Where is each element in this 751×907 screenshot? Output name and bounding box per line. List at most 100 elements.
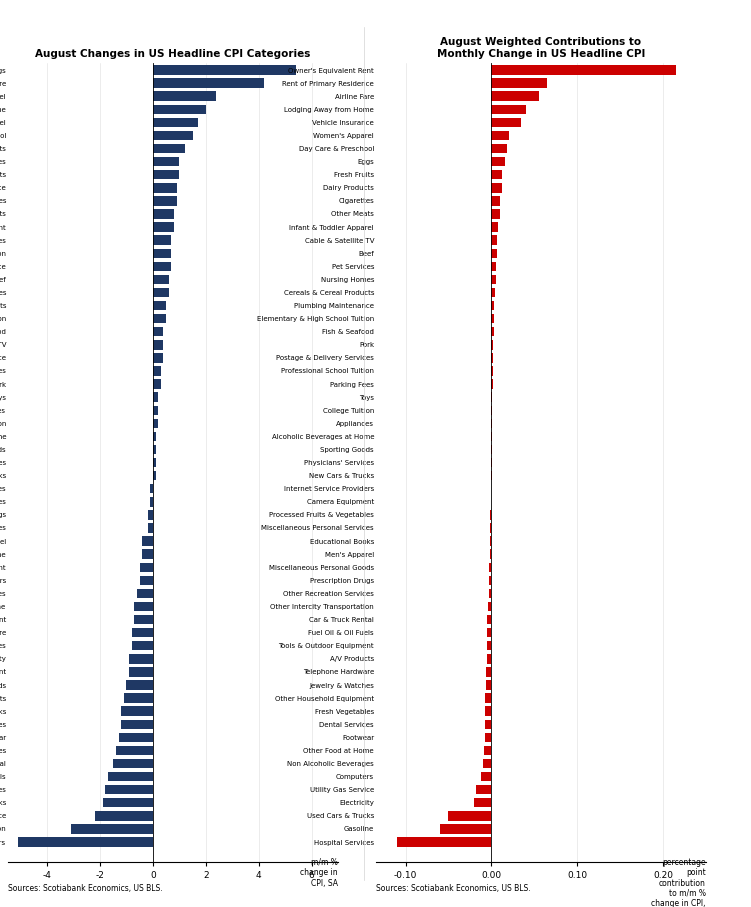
Title: August Weighted Contributions to
Monthly Change in US Headline CPI: August Weighted Contributions to Monthly…: [436, 37, 645, 59]
Bar: [491, 340, 493, 349]
Bar: [143, 550, 153, 559]
Text: m/m %
change in
CPI, SA: m/m % change in CPI, SA: [300, 858, 338, 888]
Bar: [116, 746, 153, 756]
Bar: [491, 444, 492, 454]
Bar: [153, 183, 176, 192]
Bar: [491, 327, 494, 336]
Bar: [95, 811, 153, 821]
Bar: [489, 589, 491, 598]
Bar: [153, 353, 164, 363]
Bar: [143, 536, 153, 546]
Bar: [121, 719, 153, 729]
Bar: [483, 759, 491, 768]
Bar: [490, 497, 491, 506]
Bar: [491, 432, 492, 441]
Title: August Changes in US Headline CPI Categories: August Changes in US Headline CPI Catego…: [35, 49, 310, 59]
Bar: [488, 601, 491, 611]
Bar: [131, 641, 153, 650]
Bar: [440, 824, 491, 834]
Bar: [153, 301, 166, 310]
Bar: [491, 419, 492, 428]
Bar: [491, 405, 492, 414]
Bar: [491, 131, 508, 141]
Bar: [153, 236, 171, 245]
Bar: [153, 393, 158, 402]
Bar: [113, 759, 153, 768]
Bar: [126, 680, 153, 689]
Bar: [487, 615, 491, 624]
Bar: [491, 288, 495, 297]
Bar: [490, 511, 491, 520]
Bar: [148, 511, 153, 520]
Bar: [153, 432, 155, 441]
Bar: [474, 798, 491, 807]
Bar: [481, 772, 491, 781]
Bar: [153, 92, 216, 101]
Bar: [153, 118, 198, 127]
Bar: [491, 275, 496, 284]
Bar: [491, 78, 547, 88]
Bar: [18, 837, 153, 847]
Bar: [491, 379, 493, 389]
Bar: [103, 798, 153, 807]
Bar: [129, 668, 153, 677]
Bar: [491, 314, 494, 324]
Bar: [491, 157, 505, 166]
Bar: [485, 693, 491, 703]
Bar: [484, 719, 491, 729]
Bar: [153, 78, 264, 88]
Bar: [491, 65, 676, 74]
Bar: [129, 654, 153, 664]
Bar: [153, 157, 179, 166]
Bar: [153, 471, 155, 481]
Bar: [490, 550, 491, 559]
Bar: [153, 444, 155, 454]
Bar: [476, 785, 491, 795]
Bar: [153, 210, 174, 219]
Bar: [121, 707, 153, 716]
Bar: [131, 628, 153, 638]
Bar: [140, 562, 153, 572]
Bar: [153, 249, 171, 258]
Bar: [153, 144, 185, 153]
Bar: [153, 327, 164, 336]
Bar: [491, 144, 507, 153]
Bar: [486, 680, 491, 689]
Text: percentage
point
contribution
to m/m %
change in CPI,
SA: percentage point contribution to m/m % c…: [651, 858, 706, 907]
Bar: [489, 576, 491, 585]
Bar: [137, 589, 153, 598]
Bar: [153, 458, 155, 467]
Bar: [119, 733, 153, 742]
Bar: [153, 340, 164, 349]
Bar: [490, 536, 491, 546]
Bar: [105, 785, 153, 795]
Bar: [490, 523, 491, 532]
Bar: [153, 196, 176, 206]
Bar: [491, 393, 492, 402]
Bar: [153, 405, 158, 414]
Bar: [153, 366, 161, 375]
Bar: [153, 275, 169, 284]
Bar: [153, 419, 158, 428]
Bar: [124, 693, 153, 703]
Bar: [487, 628, 491, 638]
Bar: [491, 471, 492, 481]
Bar: [484, 733, 491, 742]
Bar: [491, 92, 538, 101]
Bar: [491, 249, 496, 258]
Bar: [71, 824, 153, 834]
Bar: [153, 65, 296, 74]
Text: Sources: Scotiabank Economics, US BLS.: Sources: Scotiabank Economics, US BLS.: [376, 884, 530, 893]
Bar: [153, 288, 169, 297]
Bar: [153, 314, 166, 324]
Bar: [148, 523, 153, 532]
Bar: [153, 261, 171, 271]
Bar: [108, 772, 153, 781]
Bar: [153, 131, 192, 141]
Bar: [134, 615, 153, 624]
Bar: [491, 183, 502, 192]
Bar: [491, 366, 493, 375]
Bar: [153, 170, 179, 180]
Bar: [487, 654, 491, 664]
Bar: [150, 497, 153, 506]
